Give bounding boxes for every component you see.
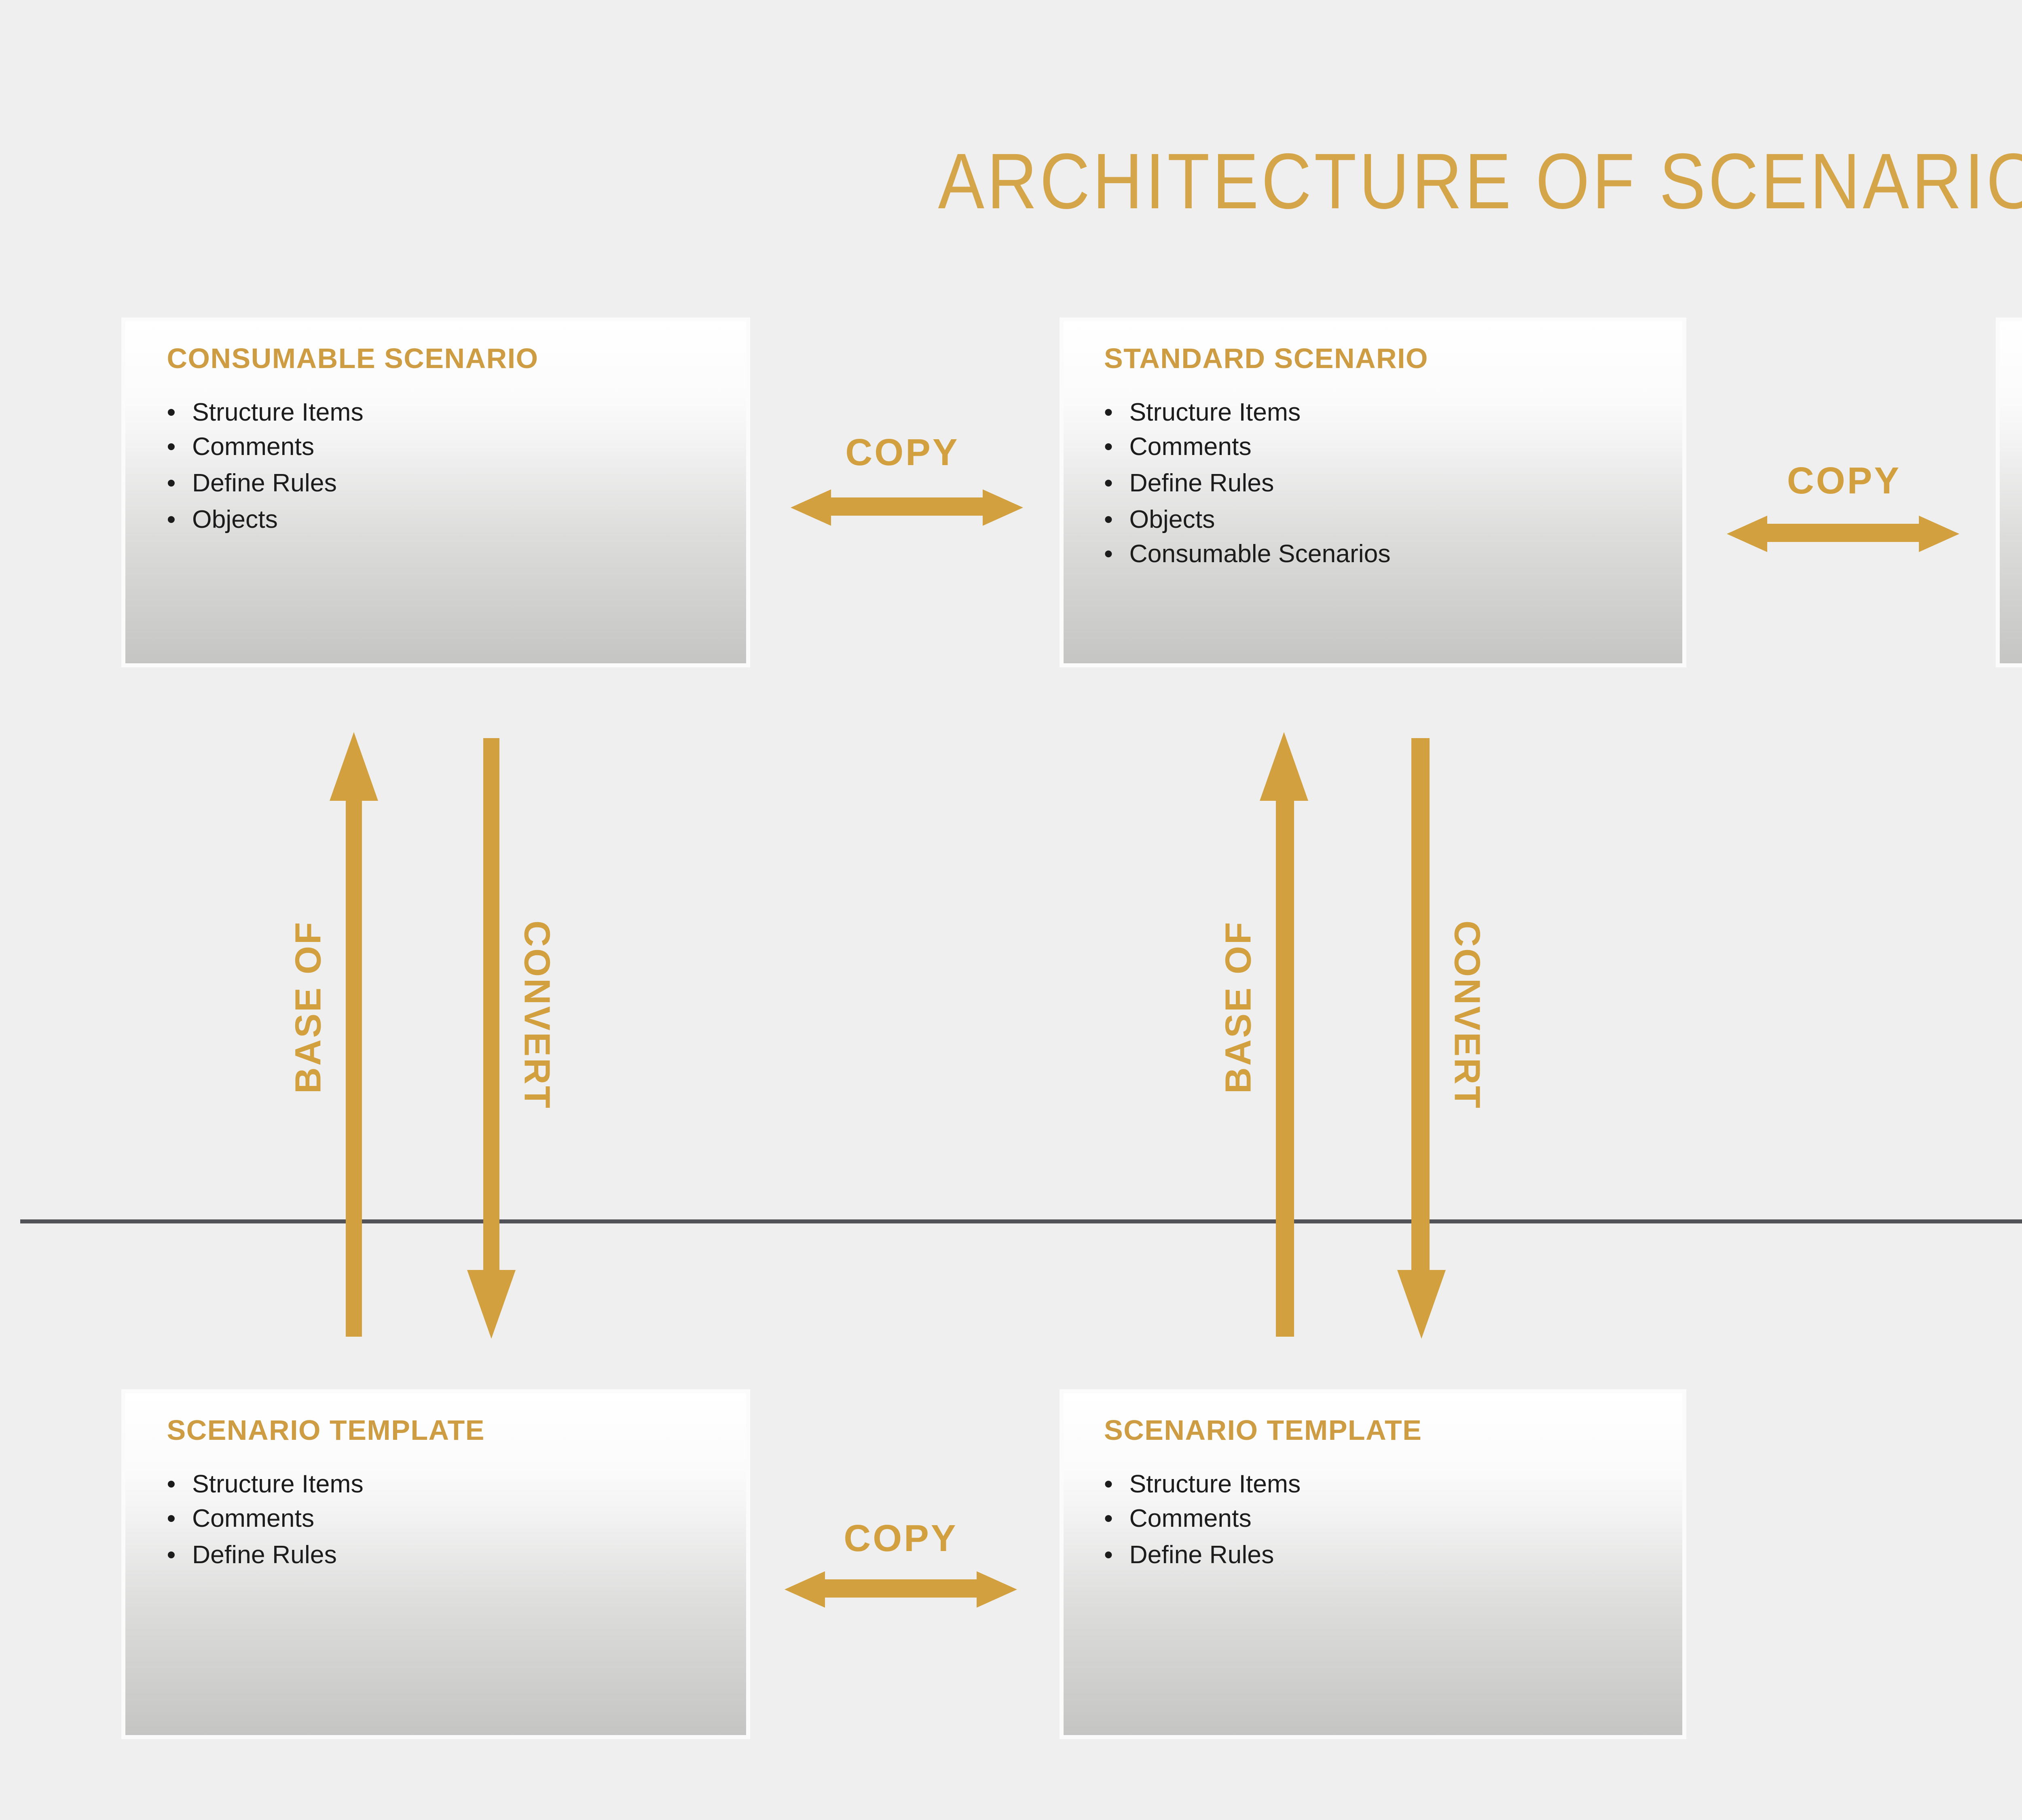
arrow-head-up-icon <box>1260 732 1309 801</box>
box-standard-scenario-center: STANDARD SCENARIO Structure Items Commen… <box>1058 317 1686 667</box>
list-item: Consumable Scenarios <box>1104 539 1670 575</box>
box-consumable-scenario: CONSUMABLE SCENARIO Structure Items Comm… <box>121 317 749 667</box>
arrow-shaft <box>825 1579 977 1598</box>
base-of-arrow-left <box>329 732 378 1337</box>
list-item: Objects <box>1104 503 1670 539</box>
list-item: Define Rules <box>1104 467 1670 503</box>
page-title-text: ARCHITECTURE OF SCENARIOS <box>938 140 2022 227</box>
arrow-head-up-icon <box>329 732 378 801</box>
arrow-head-down-icon <box>466 1270 515 1339</box>
box-scenario-template-left: SCENARIO TEMPLATE Structure Items Commen… <box>121 1389 749 1739</box>
arrow-shaft <box>1767 524 1918 543</box>
arrow-shaft <box>1276 801 1293 1337</box>
copy-label-bottom: COPY <box>844 1517 958 1559</box>
list-item: Structure Items <box>1104 1467 1670 1503</box>
arrow-head-left-icon <box>785 1570 825 1607</box>
list-item: Define Rules <box>167 467 733 503</box>
box-standard-scenario-right: STANDARD SCENARIO Structure Items Commen… <box>1996 317 2022 667</box>
arrow-head-down-icon <box>1396 1270 1445 1339</box>
arrow-shaft <box>1412 738 1430 1270</box>
convert-label-center: CONVERT <box>1447 920 1487 1110</box>
page-title: ARCHITECTURE OF SCENARIOS <box>0 140 2022 229</box>
list-item: Structure Items <box>167 396 733 432</box>
box-item-list: Structure Items Comments Define Rules Ob… <box>1104 396 1670 575</box>
arrow-head-left-icon <box>1727 515 1767 552</box>
list-item: Comments <box>1104 431 1670 467</box>
box-title: STANDARD SCENARIO <box>1104 342 1429 374</box>
list-item: Structure Items <box>1104 396 1670 432</box>
copy-arrow-top-left <box>791 487 1022 527</box>
level-divider-line-left <box>20 1219 2022 1223</box>
box-scenario-template-center: SCENARIO TEMPLATE Structure Items Commen… <box>1058 1389 1686 1739</box>
convert-arrow-left <box>466 738 515 1339</box>
box-title: SCENARIO TEMPLATE <box>1104 1414 1422 1446</box>
box-title: SCENARIO TEMPLATE <box>167 1414 485 1446</box>
list-item: Comments <box>167 1503 733 1539</box>
arrow-shaft <box>831 497 982 516</box>
base-of-label-left: BASE OF <box>287 919 328 1093</box>
list-item: Define Rules <box>1104 1539 1670 1575</box>
copy-label-top-left: COPY <box>845 431 960 473</box>
base-of-label-center: BASE OF <box>1218 919 1259 1093</box>
copy-label-top-right: COPY <box>1787 458 1901 501</box>
base-of-arrow-center <box>1260 732 1309 1337</box>
convert-arrow-center <box>1396 738 1445 1339</box>
box-title: CONSUMABLE SCENARIO <box>167 342 539 374</box>
arrow-head-right-icon <box>977 1570 1017 1607</box>
list-item: Objects <box>167 503 733 539</box>
list-item: Define Rules <box>167 1539 733 1575</box>
list-item: Comments <box>167 431 733 467</box>
box-item-list: Structure Items Comments Define Rules <box>1104 1467 1670 1575</box>
arrow-shaft <box>345 801 362 1337</box>
copy-arrow-top-right <box>1727 514 1959 553</box>
arrow-head-left-icon <box>791 489 831 525</box>
copy-arrow-bottom <box>785 1569 1017 1608</box>
list-item: Comments <box>1104 1503 1670 1539</box>
convert-label-left: CONVERT <box>517 920 558 1110</box>
list-item: Structure Items <box>167 1467 733 1503</box>
arrow-head-right-icon <box>981 489 1022 525</box>
box-item-list: Structure Items Comments Define Rules <box>167 1467 733 1575</box>
arrow-shaft <box>482 738 500 1270</box>
box-item-list: Structure Items Comments Define Rules Ob… <box>167 396 733 539</box>
arrow-head-right-icon <box>1918 515 1959 552</box>
